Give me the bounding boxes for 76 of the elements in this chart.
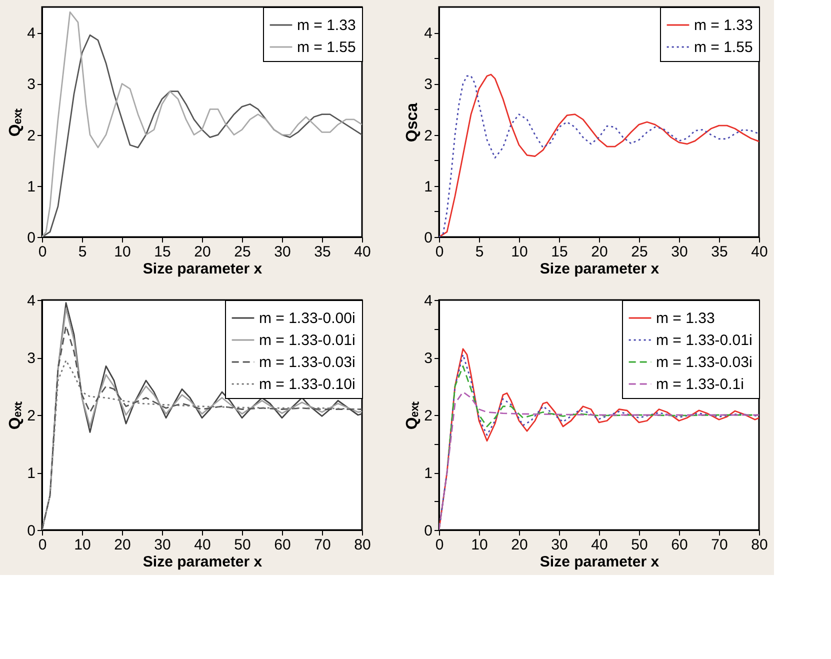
y-tick-label: 3 (424, 76, 432, 94)
x-tick-label: 70 (314, 536, 331, 554)
x-axis-title: Size parameter x (540, 260, 660, 278)
y-tick-label: 1 (27, 465, 36, 482)
legend-label: m = 1.33-0.01i (259, 332, 356, 349)
x-tick-label: 15 (154, 244, 171, 260)
x-tick-label: 10 (74, 536, 91, 554)
legend-label: m = 1.33-0.00i (259, 310, 356, 327)
legend-label: m = 1.33 (656, 310, 715, 327)
y-axis-title: Qₑₓₜ (7, 401, 24, 430)
y-tick-label: 0 (27, 522, 36, 540)
x-tick-label: 20 (591, 244, 608, 260)
x-tick-label: 70 (711, 536, 728, 554)
x-tick-label: 30 (671, 244, 688, 260)
x-tick-label: 25 (234, 244, 251, 260)
y-tick-label: 4 (424, 292, 432, 310)
x-tick-label: 10 (511, 244, 528, 260)
y-axis-title: Qsca (404, 102, 422, 142)
y-tick-label: 4 (424, 25, 432, 42)
y-tick-label: 2 (424, 408, 432, 424)
x-tick-label: 10 (471, 536, 488, 554)
x-tick-label: 0 (435, 244, 444, 260)
x-tick-label: 30 (551, 536, 568, 554)
x-tick-label: 50 (631, 536, 648, 554)
legend-label: m = 1.33-0.10i (259, 376, 356, 393)
y-tick-label: 1 (424, 465, 432, 482)
legend-label: m = 1.33-0.01i (656, 332, 752, 349)
x-tick-label: 40 (591, 536, 608, 554)
y-tick-label: 3 (27, 350, 36, 367)
x-tick-label: 0 (38, 244, 47, 260)
x-tick-label: 35 (314, 244, 331, 260)
y-axis-title: Qₑₓₜ (404, 401, 422, 430)
legend-label: m = 1.33-0.03i (259, 354, 356, 371)
legend-label: m = 1.33-0.03i (656, 354, 752, 371)
x-tick-label: 5 (475, 244, 484, 260)
y-tick-label: 2 (27, 408, 36, 424)
x-tick-label: 40 (354, 244, 371, 260)
x-tick-label: 40 (194, 536, 211, 554)
x-tick-label: 40 (751, 244, 768, 260)
x-tick-label: 25 (631, 244, 648, 260)
y-tick-label: 2 (27, 127, 36, 144)
x-tick-label: 10 (114, 244, 131, 260)
y-tick-label: 0 (424, 522, 432, 540)
y-tick-label: 3 (424, 350, 432, 367)
y-tick-label: 1 (27, 178, 36, 196)
y-tick-label: 4 (27, 292, 36, 310)
legend-label: m = 1.33 (297, 17, 356, 34)
x-tick-label: 5 (78, 244, 87, 260)
y-axis-title: Qₑₓₜ (7, 108, 24, 137)
legend-label: m = 1.33-0.1i (656, 376, 744, 393)
x-tick-label: 60 (671, 536, 688, 554)
x-tick-label: 20 (114, 536, 131, 554)
x-tick-label: 60 (274, 536, 291, 554)
x-tick-label: 20 (194, 244, 211, 260)
x-tick-label: 0 (38, 536, 47, 554)
y-tick-label: 0 (424, 230, 432, 246)
x-tick-label: 80 (354, 536, 371, 554)
y-tick-label: 2 (424, 127, 432, 144)
x-tick-label: 15 (551, 244, 568, 260)
x-axis-title: Size parameter x (540, 554, 660, 570)
x-tick-label: 30 (274, 244, 291, 260)
legend-label: m = 1.33 (694, 17, 753, 34)
x-tick-label: 0 (435, 536, 444, 554)
y-tick-label: 0 (27, 230, 36, 246)
y-tick-label: 4 (27, 25, 36, 42)
x-tick-label: 35 (711, 244, 728, 260)
y-tick-label: 3 (27, 76, 36, 94)
x-tick-label: 30 (154, 536, 171, 554)
x-axis-title: Size parameter x (142, 260, 263, 278)
legend-label: m = 1.55 (694, 39, 753, 56)
y-tick-label: 1 (424, 178, 432, 196)
x-tick-label: 80 (751, 536, 768, 554)
legend-label: m = 1.55 (297, 39, 356, 56)
x-axis-title: Size parameter x (142, 554, 263, 570)
x-tick-label: 50 (234, 536, 251, 554)
x-tick-label: 20 (511, 536, 528, 554)
